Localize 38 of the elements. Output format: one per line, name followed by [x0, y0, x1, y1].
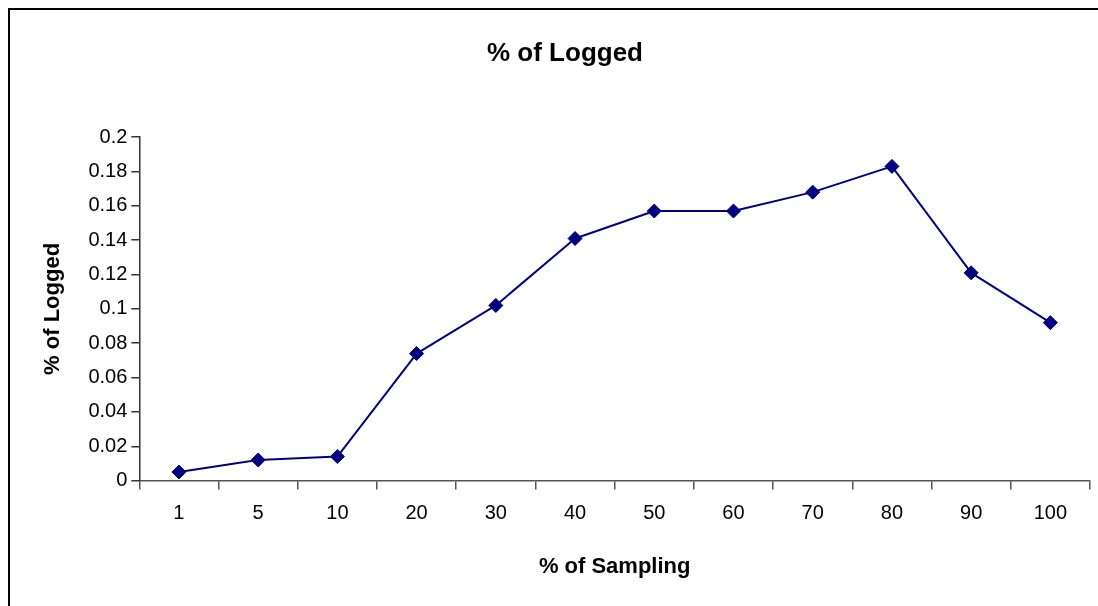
x-tick-label: 60: [722, 501, 745, 524]
point: [329, 449, 345, 465]
chart-title: % of Logged: [487, 36, 643, 67]
point: [250, 452, 266, 468]
x-tick-label: 80: [880, 501, 904, 524]
y-tick-label: 0.16: [88, 193, 128, 216]
x-tick-label: 100: [1033, 501, 1068, 524]
y-tick-label: 0.1: [99, 296, 128, 319]
point: [409, 346, 425, 362]
y-tick-label: 0.2: [99, 124, 128, 147]
point: [646, 203, 662, 219]
y-tick-label: 0.06: [88, 365, 128, 388]
x-tick-label: 1: [173, 501, 185, 524]
point: [884, 158, 900, 174]
x-tick-label: 50: [643, 501, 666, 524]
x-tick-label: 90: [960, 501, 983, 524]
point: [1042, 315, 1058, 331]
point: [805, 184, 821, 200]
x-tick-label: 5: [252, 501, 264, 524]
x-axis-title: % of Sampling: [538, 552, 691, 578]
y-axis-title: % of Logged: [39, 242, 65, 375]
y-tick-label: 0: [116, 468, 128, 491]
y-tick-label: 0.12: [88, 262, 128, 285]
y-tick-label: 0.02: [88, 433, 128, 456]
x-tick-label: 30: [484, 501, 507, 524]
x-tick-label: 10: [326, 501, 349, 524]
y-tick-label: 0.14: [88, 227, 128, 250]
point: [171, 464, 187, 480]
point: [567, 231, 583, 246]
x-tick-label: 70: [801, 501, 824, 524]
x-tick-label: 40: [563, 501, 587, 524]
y-tick-label: 0.08: [88, 330, 128, 353]
x-tick-label: 20: [405, 501, 428, 524]
point: [488, 297, 504, 313]
point: [963, 265, 979, 281]
point: [726, 203, 741, 219]
y-tick-label: 0.04: [88, 399, 128, 422]
y-tick-label: 0.18: [88, 159, 128, 182]
